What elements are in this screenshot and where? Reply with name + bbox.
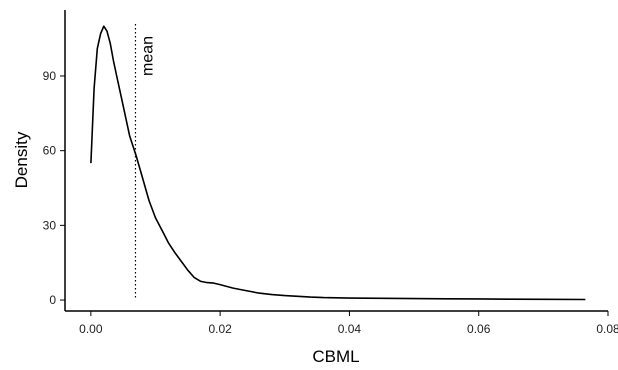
mean-label: mean — [139, 36, 156, 76]
x-tick-label: 0.04 — [338, 322, 362, 336]
reference-lines: mean — [134, 24, 156, 301]
y-tick-label: 90 — [43, 69, 57, 83]
y-axis-title: Density — [12, 131, 31, 188]
x-tick-label: 0.00 — [79, 322, 103, 336]
x-tick-label: 0.08 — [596, 322, 618, 336]
x-tick-label: 0.02 — [208, 322, 232, 336]
y-axis-ticks: 0 30 60 90 — [43, 69, 65, 307]
x-axis-title: CBML — [312, 347, 359, 366]
y-tick-label: 0 — [49, 293, 56, 307]
y-tick-label: 30 — [43, 218, 57, 232]
plot-area: 0 30 60 90 0.00 0.02 0.04 0.06 0.08 mean — [43, 10, 618, 336]
y-tick-label: 60 — [43, 144, 57, 158]
density-series — [90, 25, 586, 301]
density-line — [90, 25, 586, 301]
x-axis-ticks: 0.00 0.02 0.04 0.06 0.08 — [79, 311, 618, 336]
x-tick-label: 0.06 — [467, 322, 491, 336]
